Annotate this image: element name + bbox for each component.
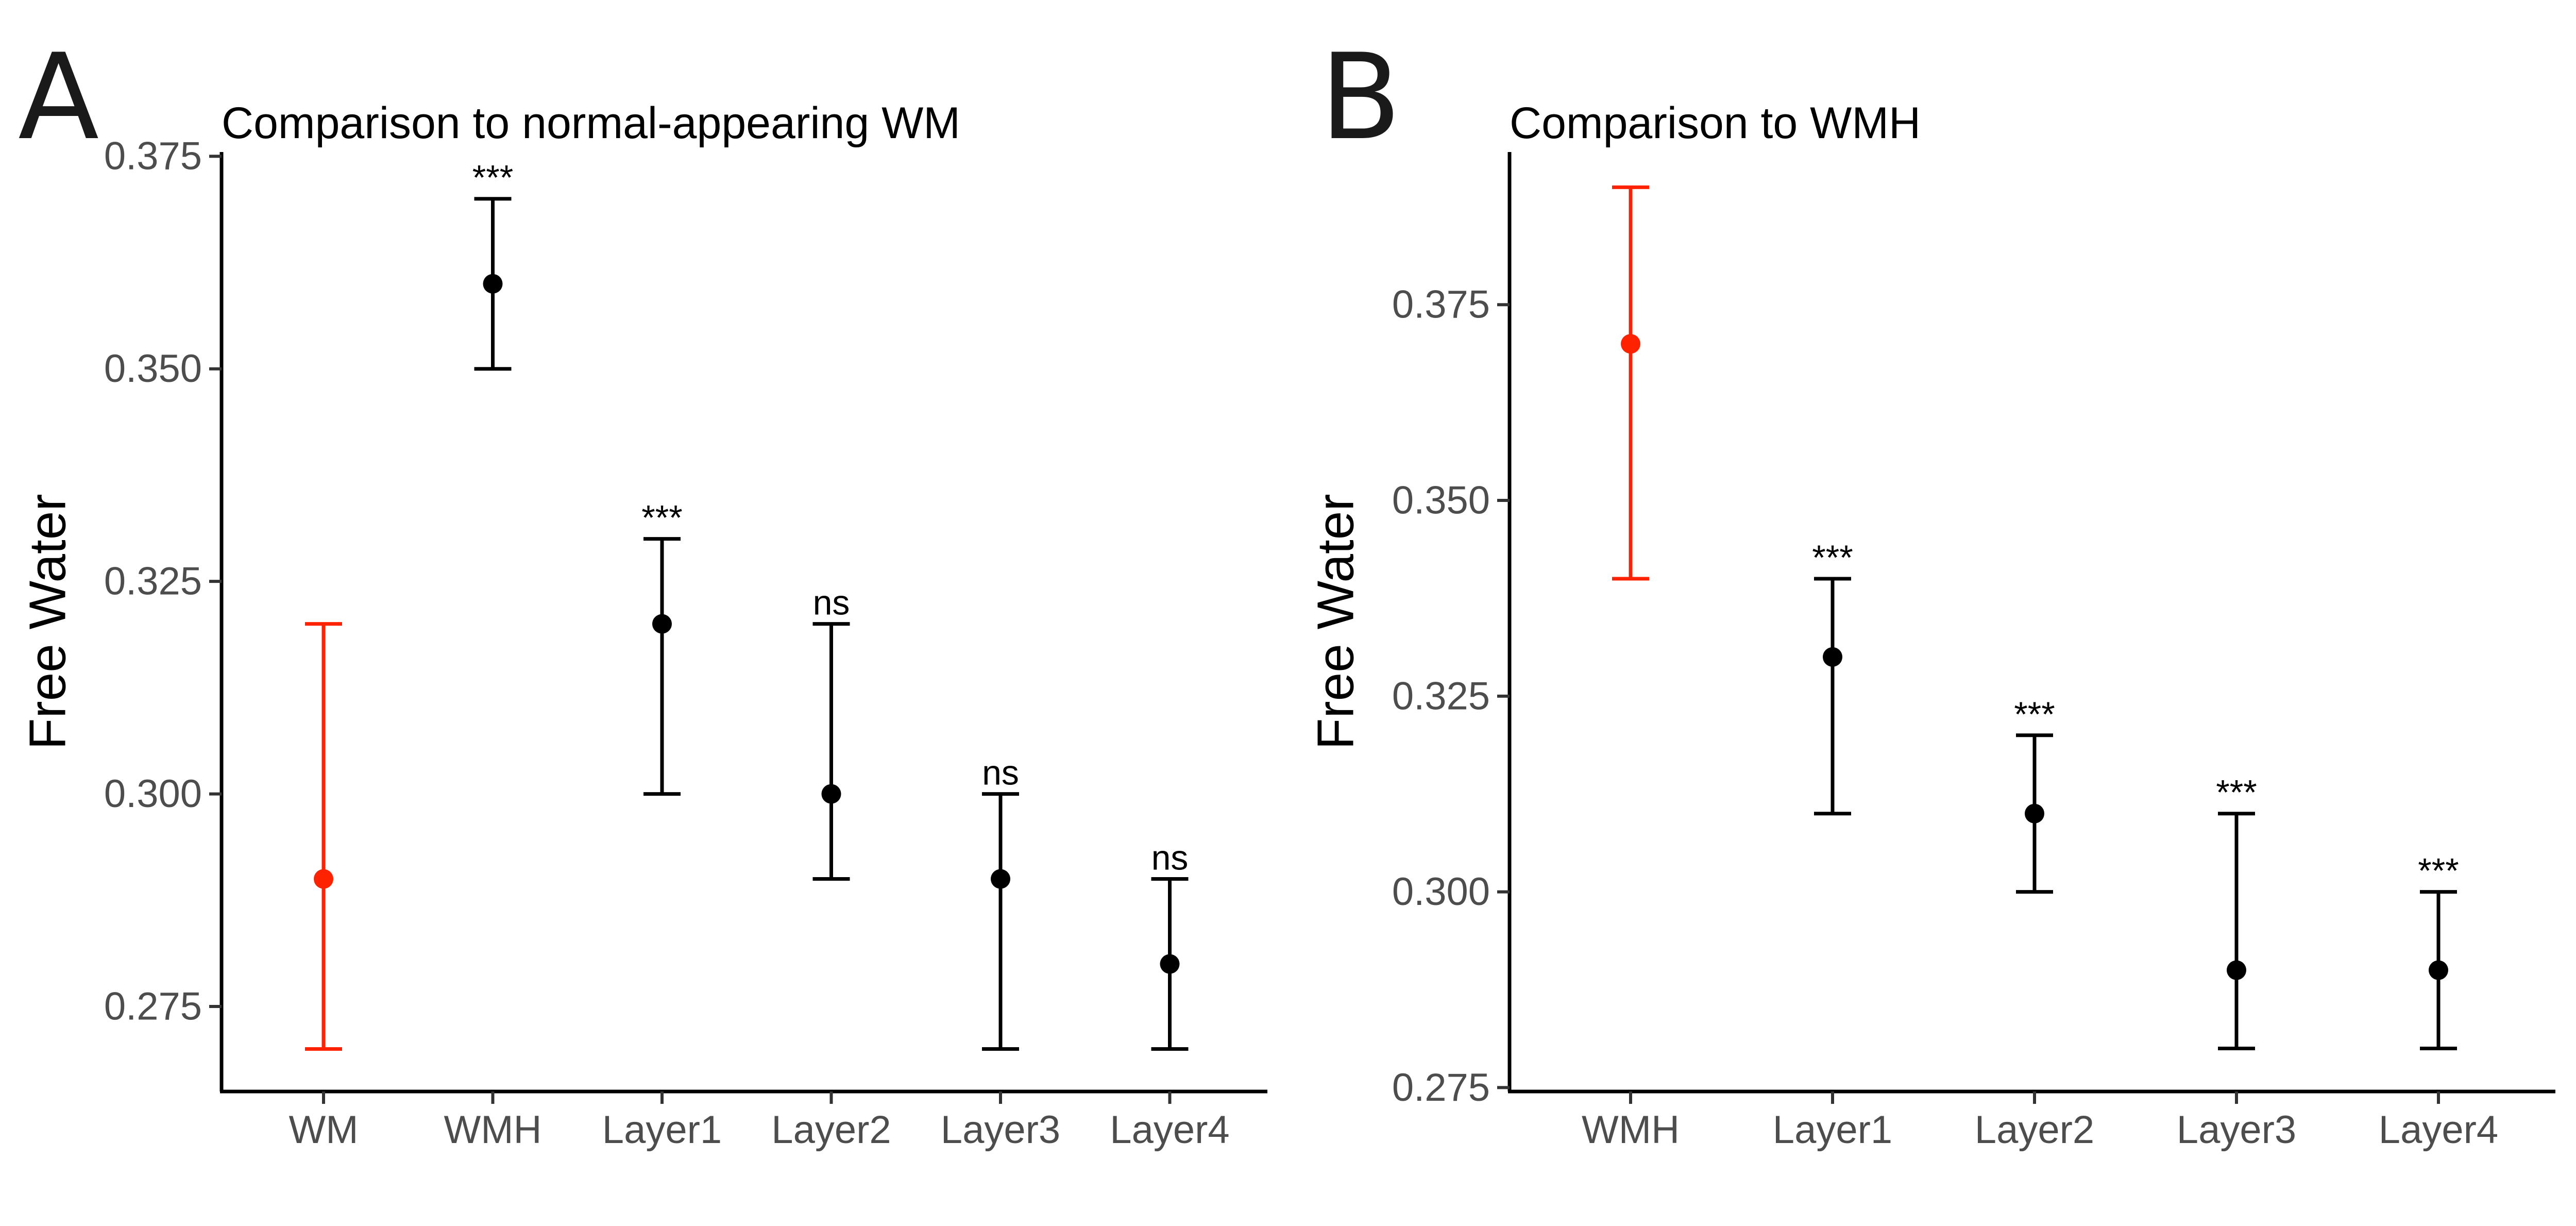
y-tick-label: 0.375 — [104, 135, 202, 178]
significance-label: ns — [1151, 838, 1189, 878]
mean-point — [821, 784, 841, 804]
panel-title: Comparison to WMH — [1510, 98, 1921, 148]
panel-label: B — [1320, 29, 1401, 166]
y-tick-label: 0.350 — [104, 347, 202, 391]
mean-point — [652, 614, 672, 634]
mean-point — [1823, 647, 1842, 667]
panel-a: A Comparison to normal-appearing WM Free W… — [18, 29, 1267, 1152]
mean-point — [483, 274, 503, 294]
x-tick-label: WMH — [1582, 1108, 1680, 1152]
mean-point — [1160, 954, 1180, 974]
significance-label: *** — [2418, 851, 2459, 891]
y-tick-label: 0.350 — [1392, 479, 1490, 523]
y-axis-title: Free Water — [1307, 494, 1364, 749]
x-tick-label: Layer1 — [602, 1108, 722, 1152]
x-tick-label: Layer4 — [2379, 1108, 2498, 1152]
x-tick-label: Layer2 — [771, 1108, 891, 1152]
y-tick-label: 0.325 — [1392, 674, 1490, 718]
x-tick-label: Layer1 — [1773, 1108, 1892, 1152]
mean-point — [2227, 960, 2246, 980]
significance-label: ns — [982, 753, 1019, 793]
mean-point — [314, 869, 333, 889]
significance-label: *** — [2014, 695, 2055, 734]
x-tick-label: Layer3 — [941, 1108, 1060, 1152]
y-tick-label: 0.300 — [1392, 870, 1490, 914]
significance-label: *** — [641, 498, 682, 538]
significance-label: *** — [2216, 773, 2257, 812]
panel-title: Comparison to normal-appearing WM — [222, 98, 960, 148]
mean-point — [1621, 334, 1640, 354]
panel-b: B Comparison to WMH Free Water 0.275 0.300 0.… — [1307, 29, 2555, 1152]
y-tick-label: 0.275 — [104, 985, 202, 1029]
x-tick-label: WMH — [444, 1108, 542, 1152]
y-tick-label: 0.325 — [104, 560, 202, 603]
x-tick-label: Layer3 — [2177, 1108, 2296, 1152]
mean-point — [2025, 803, 2044, 824]
mean-point — [991, 869, 1010, 889]
mean-point — [2429, 960, 2448, 980]
y-axis-title: Free Water — [19, 494, 76, 749]
y-tick-label: 0.375 — [1392, 283, 1490, 327]
x-tick-label: WM — [289, 1108, 358, 1152]
panel-label: A — [18, 29, 99, 166]
y-tick-label: 0.275 — [1392, 1066, 1490, 1110]
x-tick-label: Layer2 — [1975, 1108, 2094, 1152]
significance-label: *** — [472, 158, 513, 197]
significance-label: ns — [813, 583, 850, 623]
y-tick-label: 0.300 — [104, 772, 202, 816]
x-tick-label: Layer4 — [1110, 1108, 1229, 1152]
significance-label: *** — [1812, 538, 1853, 577]
